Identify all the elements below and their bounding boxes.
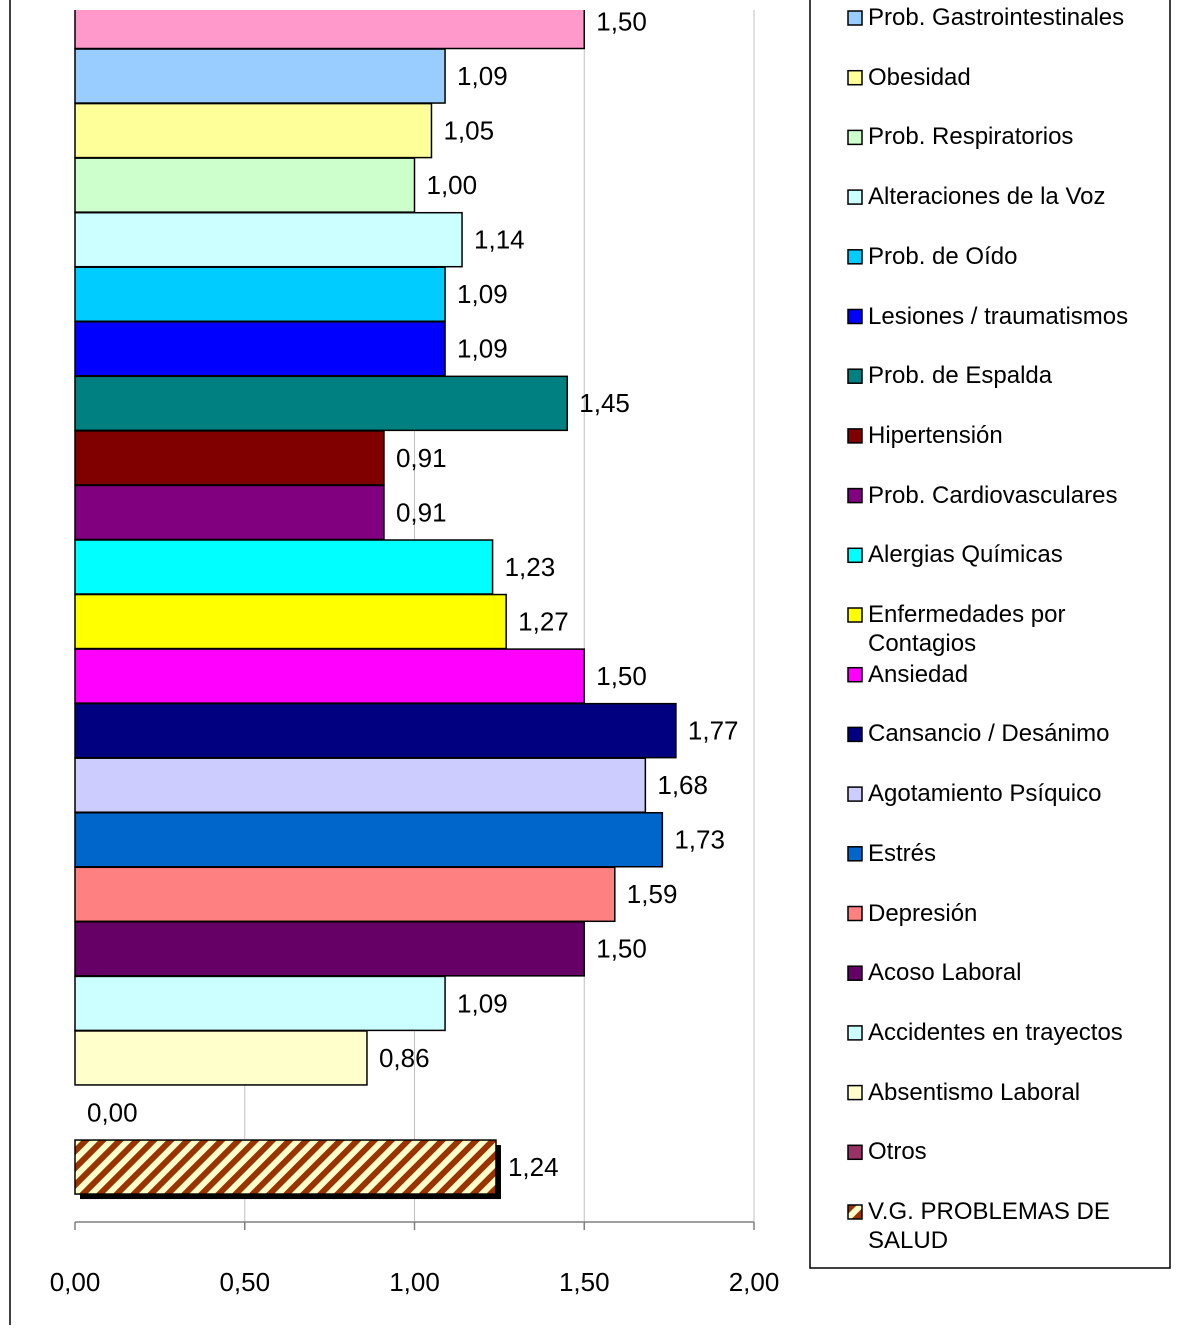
legend-swatch bbox=[847, 308, 863, 325]
bar bbox=[74, 702, 677, 759]
legend-swatch bbox=[847, 786, 863, 802]
bar bbox=[74, 757, 647, 813]
bar bbox=[74, 1030, 368, 1086]
bar bbox=[74, 921, 585, 977]
legend-label: Otros bbox=[868, 1138, 927, 1166]
bar bbox=[74, 10, 585, 50]
legend-swatch bbox=[847, 69, 863, 86]
value-label: 1,50 bbox=[596, 934, 647, 964]
value-label: 1,45 bbox=[579, 388, 630, 418]
bar bbox=[74, 321, 446, 377]
value-label: 1,00 bbox=[427, 170, 478, 200]
legend-label: Agotamiento Psíquico bbox=[868, 780, 1102, 808]
legend-label: Acoso Laboral bbox=[868, 959, 1022, 987]
bar bbox=[74, 975, 446, 1032]
bar bbox=[74, 812, 664, 868]
legend-swatch bbox=[847, 726, 863, 743]
x-tick-label: 0,00 bbox=[50, 1267, 101, 1297]
legend-label: Accidentes en trayectos bbox=[868, 1018, 1123, 1046]
value-label: 1,73 bbox=[674, 825, 725, 855]
legend-swatch bbox=[847, 547, 863, 564]
bar bbox=[74, 48, 446, 104]
bar bbox=[74, 430, 385, 486]
legend-swatch bbox=[847, 487, 863, 504]
value-label: 0,86 bbox=[379, 1043, 430, 1073]
legend-swatch bbox=[847, 666, 863, 683]
value-label: 1,24 bbox=[508, 1152, 559, 1182]
legend-label: Cansancio / Desánimo bbox=[868, 720, 1110, 748]
legend-swatch bbox=[847, 1144, 863, 1161]
value-label: 0,91 bbox=[396, 497, 447, 527]
legend-swatch bbox=[847, 1025, 863, 1041]
legend-swatch bbox=[847, 1084, 863, 1101]
legend-label: Depresión bbox=[868, 899, 978, 927]
bar bbox=[74, 484, 385, 541]
legend-label: Prob. Cardiovasculares bbox=[868, 481, 1118, 509]
legend-swatch bbox=[847, 129, 863, 146]
value-label: 1,23 bbox=[505, 552, 556, 582]
bar bbox=[74, 211, 463, 268]
x-tick-label: 2,00 bbox=[729, 1267, 780, 1297]
value-label: 1,09 bbox=[457, 61, 508, 91]
value-label: 1,14 bbox=[474, 225, 525, 255]
value-label: 1,05 bbox=[443, 115, 494, 145]
x-tick-label: 1,50 bbox=[559, 1267, 610, 1297]
bar bbox=[74, 539, 494, 595]
legend-swatch bbox=[847, 368, 863, 384]
value-label: 1,50 bbox=[596, 6, 647, 36]
legend-swatch bbox=[847, 905, 863, 922]
legend-label: Absentismo Laboral bbox=[868, 1078, 1081, 1106]
value-label: 1,09 bbox=[457, 988, 508, 1018]
legend-label: Prob. Respiratorios bbox=[868, 123, 1074, 151]
legend-swatch bbox=[847, 846, 863, 862]
bar bbox=[74, 157, 416, 213]
value-label: 0,00 bbox=[87, 1097, 138, 1127]
legend-swatch bbox=[847, 249, 863, 265]
legend-label: Hipertensión bbox=[868, 421, 1003, 449]
legend-swatch bbox=[847, 428, 863, 444]
x-tick-label: 1,00 bbox=[389, 1267, 440, 1297]
legend-label: Prob. de Espalda bbox=[868, 362, 1053, 390]
plot-area: 1,50 1,09 1,05 1,00 1,14 1,09 1,09 1,45 0,91 0,91… bbox=[74, 6, 755, 1222]
legend-label: Estrés bbox=[868, 839, 937, 867]
value-label: 1,68 bbox=[657, 770, 708, 800]
bar bbox=[74, 102, 433, 159]
legend-swatch bbox=[847, 607, 863, 623]
value-label: 1,27 bbox=[518, 606, 569, 636]
legend-label: Obesidad bbox=[868, 63, 971, 91]
value-label: 1,09 bbox=[457, 279, 508, 309]
legend-swatch bbox=[847, 10, 863, 26]
legend-box bbox=[809, 0, 1171, 1269]
bar bbox=[74, 1139, 497, 1195]
value-label: 1,50 bbox=[596, 661, 647, 691]
value-label: 1,77 bbox=[688, 716, 739, 746]
legend-label: Lesiones / traumatismos bbox=[868, 302, 1129, 330]
bar bbox=[74, 266, 446, 322]
legend-swatch bbox=[847, 1204, 863, 1220]
legend-label: Enfermedades por Contagios bbox=[868, 601, 1066, 657]
bar bbox=[74, 648, 585, 704]
value-label: 1,59 bbox=[627, 879, 678, 909]
value-label: 0,91 bbox=[396, 443, 447, 473]
x-tick-label: 0,50 bbox=[219, 1267, 270, 1297]
bar bbox=[74, 866, 616, 923]
legend-label: Prob. Gastrointestinales bbox=[868, 4, 1125, 31]
legend-swatch bbox=[847, 965, 863, 981]
bar bbox=[74, 593, 507, 650]
legend-label: Alteraciones de la Voz bbox=[868, 183, 1106, 211]
legend-label: Alergias Químicas bbox=[868, 541, 1063, 569]
bar bbox=[74, 375, 569, 432]
value-label: 1,09 bbox=[457, 334, 508, 364]
legend-label: Prob. de Oído bbox=[868, 242, 1018, 270]
legend-label: Ansiedad bbox=[868, 660, 969, 688]
legend-label: V.G. PROBLEMAS DE SALUD bbox=[868, 1198, 1110, 1254]
legend-swatch bbox=[847, 189, 863, 205]
